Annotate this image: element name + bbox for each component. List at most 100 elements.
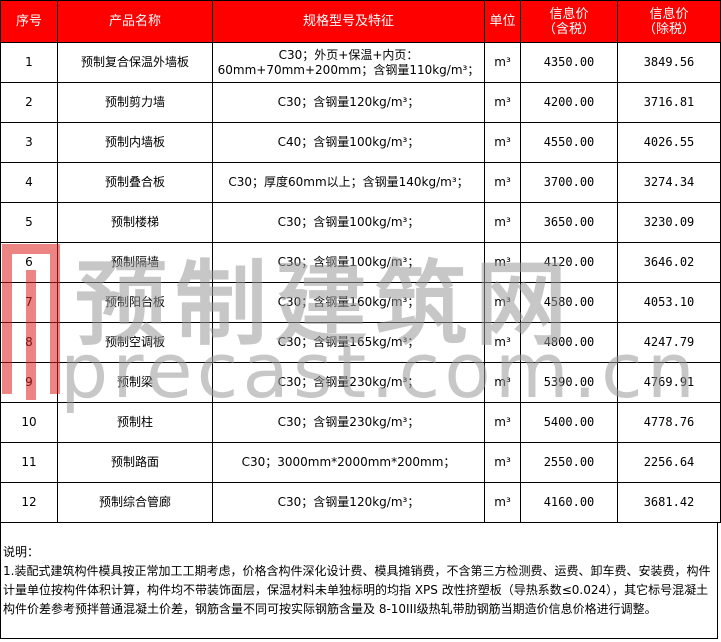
row-unit: m³ xyxy=(484,482,521,523)
header-price-notax: 信息价 （除税） xyxy=(617,0,721,43)
row-price-notax: 2256.64 xyxy=(617,442,721,483)
row-spec: C30；厚度60mm以上；含钢量140kg/m³； xyxy=(212,162,485,203)
row-name: 预制柱 xyxy=(57,402,213,443)
row-price-tax: 3650.00 xyxy=(520,202,618,243)
note-title: 说明： xyxy=(3,545,40,559)
row-price-notax: 4247.79 xyxy=(617,322,721,363)
row-name: 预制剪力墙 xyxy=(57,82,213,123)
header-name: 产品名称 xyxy=(57,0,213,43)
header-spec: 规格型号及特征 xyxy=(212,0,485,43)
table-row: 5 预制楼梯 C30；含钢量100kg/m³； m³ 3650.00 3230.09 xyxy=(0,202,721,243)
row-unit: m³ xyxy=(484,162,521,203)
row-spec: C30；外页+保温+内页：60mm+70mm+200mm；含钢量110kg/m³… xyxy=(212,42,485,83)
row-price-notax: 4026.55 xyxy=(617,122,721,163)
row-no: 5 xyxy=(0,202,58,243)
header-row: 序号 产品名称 规格型号及特征 单位 信息价 （含税） 信息价 （除税） xyxy=(0,0,721,43)
row-spec: C30；含钢量160kg/m³； xyxy=(212,282,485,323)
row-no: 11 xyxy=(0,442,58,483)
row-spec: C30；含钢量120kg/m³； xyxy=(212,82,485,123)
table-row: 3 预制内墙板 C40；含钢量100kg/m³； m³ 4550.00 4026.55 xyxy=(0,122,721,163)
row-no: 3 xyxy=(0,122,58,163)
row-spec: C30；含钢量100kg/m³； xyxy=(212,242,485,283)
row-no: 9 xyxy=(0,362,58,403)
header-price-tax-2: （含税） xyxy=(542,21,595,37)
row-unit: m³ xyxy=(484,362,521,403)
table-row: 2 预制剪力墙 C30；含钢量120kg/m³； m³ 4200.00 3716.81 xyxy=(0,82,721,123)
row-unit: m³ xyxy=(484,242,521,283)
row-unit: m³ xyxy=(484,322,521,363)
row-no: 6 xyxy=(0,242,58,283)
row-price-tax: 2550.00 xyxy=(520,442,618,483)
row-price-tax: 4550.00 xyxy=(520,122,618,163)
row-name: 预制复合保温外墙板 xyxy=(57,42,213,83)
row-spec: C30；含钢量100kg/m³； xyxy=(212,202,485,243)
row-no: 10 xyxy=(0,402,58,443)
table-row: 9 预制梁 C30；含钢量230kg/m³； m³ 5390.00 4769.91 xyxy=(0,362,721,403)
row-unit: m³ xyxy=(484,402,521,443)
row-unit: m³ xyxy=(484,282,521,323)
note-box: 说明： 1.装配式建筑构件模具按正常加工工期考虑，价格含构件深化设计费、模具摊销… xyxy=(0,522,718,639)
row-name: 预制楼梯 xyxy=(57,202,213,243)
row-unit: m³ xyxy=(484,442,521,483)
header-price-notax-1: 信息价 xyxy=(649,6,689,22)
row-name: 预制综合管廊 xyxy=(57,482,213,523)
row-price-tax: 3700.00 xyxy=(520,162,618,203)
row-no: 4 xyxy=(0,162,58,203)
header-price-notax-2: （除税） xyxy=(642,21,695,37)
row-price-notax: 3274.34 xyxy=(617,162,721,203)
row-name: 预制内墙板 xyxy=(57,122,213,163)
header-no: 序号 xyxy=(0,0,58,43)
row-name: 预制叠合板 xyxy=(57,162,213,203)
row-name: 预制隔墙 xyxy=(57,242,213,283)
row-price-tax: 4800.00 xyxy=(520,322,618,363)
row-spec: C30；含钢量120kg/m³； xyxy=(212,482,485,523)
row-price-tax: 5390.00 xyxy=(520,362,618,403)
price-table: 序号 产品名称 规格型号及特征 单位 信息价 （含税） 信息价 （除税） 1 预制复合… xyxy=(0,0,721,523)
table-row: 11 预制路面 C30；3000mm*2000mm*200mm； m³ 2550.00 2… xyxy=(0,442,721,483)
row-no: 2 xyxy=(0,82,58,123)
header-price-tax-1: 信息价 xyxy=(549,6,589,22)
row-unit: m³ xyxy=(484,82,521,123)
row-spec: C30；含钢量230kg/m³； xyxy=(212,402,485,443)
row-price-notax: 3716.81 xyxy=(617,82,721,123)
row-price-notax: 3681.42 xyxy=(617,482,721,523)
row-spec: C40；含钢量100kg/m³； xyxy=(212,122,485,163)
header-price-tax: 信息价 （含税） xyxy=(520,0,618,43)
row-price-notax: 4769.91 xyxy=(617,362,721,403)
row-spec: C30；含钢量230kg/m³； xyxy=(212,362,485,403)
row-price-notax: 4778.76 xyxy=(617,402,721,443)
row-name: 预制阳台板 xyxy=(57,282,213,323)
table-row: 10 预制柱 C30；含钢量230kg/m³； m³ 5400.00 4778.76 xyxy=(0,402,721,443)
table-row: 7 预制阳台板 C30；含钢量160kg/m³； m³ 4580.00 4053.10 xyxy=(0,282,721,323)
note-text: 1.装配式建筑构件模具按正常加工工期考虑，价格含构件深化设计费、模具摊销费，不含… xyxy=(3,564,711,616)
row-price-notax: 3646.02 xyxy=(617,242,721,283)
row-name: 预制路面 xyxy=(57,442,213,483)
row-no: 1 xyxy=(0,42,58,83)
row-unit: m³ xyxy=(484,42,521,83)
table-row: 12 预制综合管廊 C30；含钢量120kg/m³； m³ 4160.00 3681.42 xyxy=(0,482,721,523)
row-price-tax: 4200.00 xyxy=(520,82,618,123)
table-row: 4 预制叠合板 C30；厚度60mm以上；含钢量140kg/m³； m³ 3700.00… xyxy=(0,162,721,203)
row-price-notax: 3230.09 xyxy=(617,202,721,243)
row-price-notax: 3849.56 xyxy=(617,42,721,83)
row-name: 预制空调板 xyxy=(57,322,213,363)
table-row: 1 预制复合保温外墙板 C30；外页+保温+内页：60mm+70mm+200mm；含… xyxy=(0,42,721,83)
row-price-tax: 5400.00 xyxy=(520,402,618,443)
row-price-notax: 4053.10 xyxy=(617,282,721,323)
header-unit: 单位 xyxy=(484,0,521,43)
row-unit: m³ xyxy=(484,202,521,243)
row-price-tax: 4580.00 xyxy=(520,282,618,323)
row-spec: C30；含钢量165kg/m³； xyxy=(212,322,485,363)
row-name: 预制梁 xyxy=(57,362,213,403)
table-row: 8 预制空调板 C30；含钢量165kg/m³； m³ 4800.00 4247.79 xyxy=(0,322,721,363)
row-unit: m³ xyxy=(484,122,521,163)
row-spec: C30；3000mm*2000mm*200mm； xyxy=(212,442,485,483)
row-no: 7 xyxy=(0,282,58,323)
row-price-tax: 4120.00 xyxy=(520,242,618,283)
table-row: 6 预制隔墙 C30；含钢量100kg/m³； m³ 4120.00 3646.02 xyxy=(0,242,721,283)
row-no: 12 xyxy=(0,482,58,523)
row-price-tax: 4160.00 xyxy=(520,482,618,523)
row-price-tax: 4350.00 xyxy=(520,42,618,83)
row-no: 8 xyxy=(0,322,58,363)
